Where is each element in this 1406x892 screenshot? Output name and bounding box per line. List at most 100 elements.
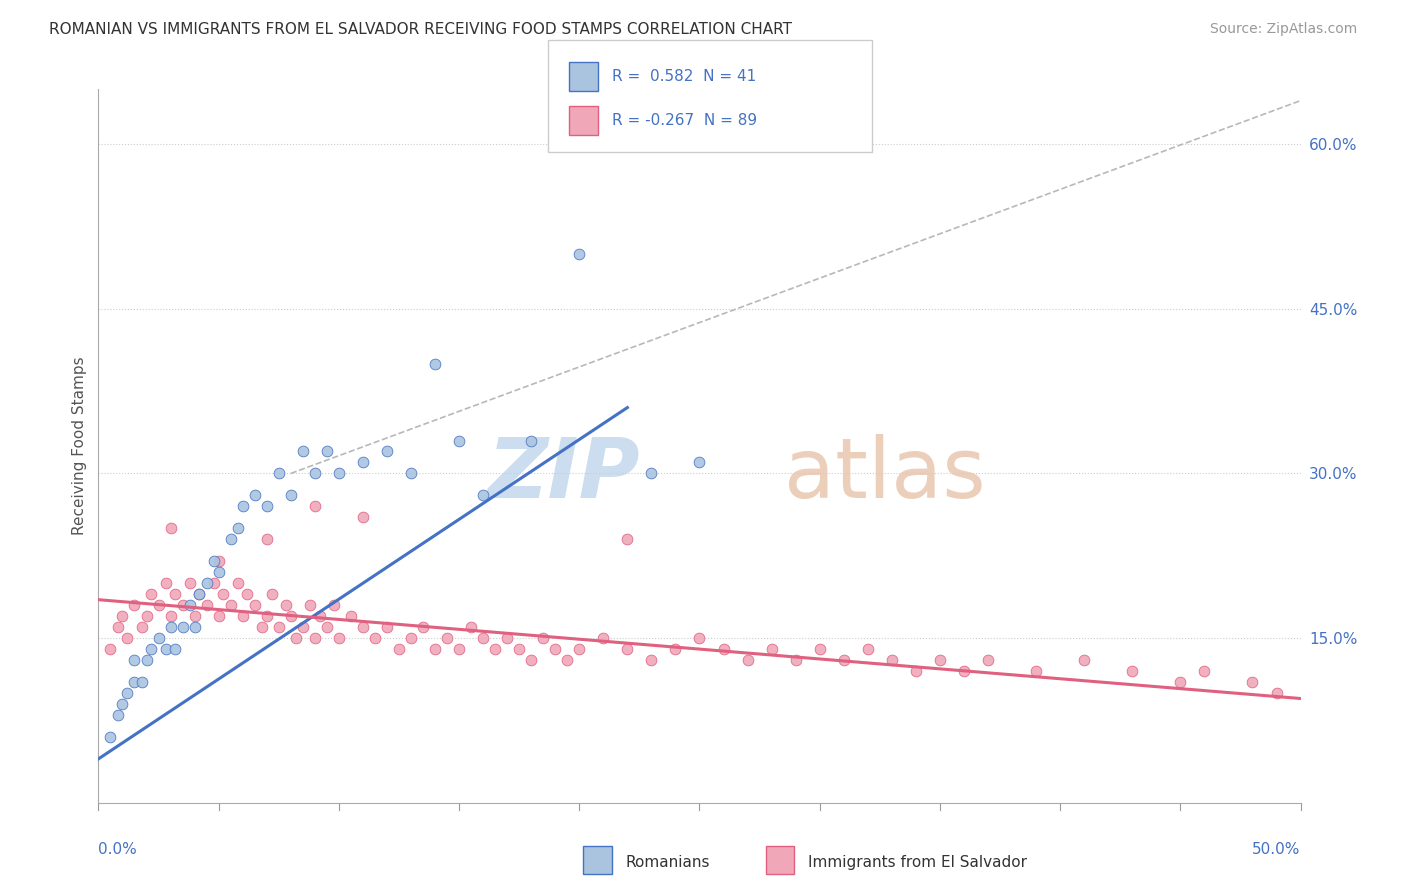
Text: 50.0%: 50.0% xyxy=(1253,842,1301,857)
Point xyxy=(124,598,146,612)
Point xyxy=(141,587,163,601)
Point xyxy=(340,609,363,624)
Point xyxy=(1121,664,1143,678)
Point xyxy=(568,247,591,261)
Point xyxy=(616,642,638,657)
Point xyxy=(256,500,278,514)
Point xyxy=(423,357,446,371)
Text: ZIP: ZIP xyxy=(486,434,640,515)
Point xyxy=(267,620,290,634)
Point xyxy=(856,642,879,657)
Point xyxy=(172,598,194,612)
Point xyxy=(219,598,242,612)
Point xyxy=(496,631,519,645)
Point xyxy=(155,576,177,591)
Point xyxy=(568,642,591,657)
Point xyxy=(328,467,350,481)
Point xyxy=(117,686,139,700)
Point xyxy=(953,664,976,678)
Point xyxy=(159,620,181,634)
Point xyxy=(1073,653,1095,667)
Point xyxy=(226,521,249,535)
Point xyxy=(555,653,578,667)
Point xyxy=(460,620,482,634)
Point xyxy=(544,642,567,657)
Point xyxy=(352,510,374,524)
Point xyxy=(1194,664,1216,678)
Point xyxy=(520,434,543,448)
Point xyxy=(202,554,225,568)
Point xyxy=(107,620,129,634)
Point xyxy=(232,609,254,624)
Point xyxy=(202,576,225,591)
Text: Immigrants from El Salvador: Immigrants from El Salvador xyxy=(808,855,1028,870)
Text: R =  0.582  N = 41: R = 0.582 N = 41 xyxy=(612,69,756,84)
Point xyxy=(364,631,387,645)
Point xyxy=(508,642,530,657)
Point xyxy=(131,675,153,690)
Point xyxy=(713,642,735,657)
Point xyxy=(250,620,273,634)
Point xyxy=(664,642,686,657)
Point xyxy=(832,653,855,667)
Point xyxy=(785,653,807,667)
Point xyxy=(243,598,266,612)
Point xyxy=(148,598,170,612)
Point xyxy=(423,642,446,657)
Point xyxy=(135,609,157,624)
Point xyxy=(447,642,470,657)
Point xyxy=(284,631,307,645)
Point xyxy=(737,653,759,667)
Point xyxy=(352,455,374,469)
Text: ROMANIAN VS IMMIGRANTS FROM EL SALVADOR RECEIVING FOOD STAMPS CORRELATION CHART: ROMANIAN VS IMMIGRANTS FROM EL SALVADOR … xyxy=(49,22,792,37)
Point xyxy=(232,500,254,514)
Point xyxy=(375,620,398,634)
Point xyxy=(412,620,434,634)
Point xyxy=(195,576,218,591)
Point xyxy=(260,587,283,601)
Point xyxy=(159,521,181,535)
Point xyxy=(179,598,201,612)
Point xyxy=(291,444,314,458)
Point xyxy=(226,576,249,591)
Point xyxy=(640,467,662,481)
Point xyxy=(291,620,314,634)
Point xyxy=(616,533,638,547)
Point xyxy=(1241,675,1264,690)
Point xyxy=(100,730,122,744)
Point xyxy=(274,598,297,612)
Point xyxy=(111,697,134,711)
Point xyxy=(219,533,242,547)
Point xyxy=(135,653,157,667)
Point xyxy=(436,631,458,645)
Text: Romanians: Romanians xyxy=(626,855,710,870)
Point xyxy=(977,653,1000,667)
Point xyxy=(689,455,711,469)
Point xyxy=(267,467,290,481)
Point xyxy=(304,631,326,645)
Point xyxy=(256,533,278,547)
Point xyxy=(928,653,950,667)
Point xyxy=(808,642,831,657)
Point xyxy=(165,587,187,601)
Point xyxy=(304,467,326,481)
Point xyxy=(107,708,129,723)
Point xyxy=(352,620,374,634)
Point xyxy=(124,653,146,667)
Point xyxy=(315,620,337,634)
Point xyxy=(188,587,211,601)
Point xyxy=(323,598,346,612)
Point xyxy=(183,609,205,624)
Point xyxy=(308,609,330,624)
Point xyxy=(315,444,337,458)
Point xyxy=(280,609,302,624)
Text: 0.0%: 0.0% xyxy=(98,842,138,857)
Point xyxy=(124,675,146,690)
Text: atlas: atlas xyxy=(783,434,986,515)
Point xyxy=(592,631,614,645)
Point xyxy=(904,664,927,678)
Point xyxy=(520,653,543,667)
Point xyxy=(298,598,321,612)
Point xyxy=(880,653,903,667)
Point xyxy=(375,444,398,458)
